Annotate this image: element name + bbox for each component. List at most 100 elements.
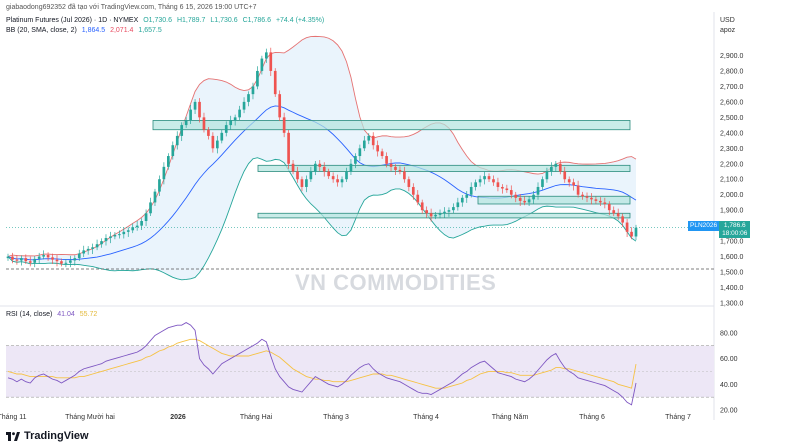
- price-tick-label: 2,600.0: [720, 99, 743, 106]
- candle-body: [282, 117, 286, 133]
- candle-body: [180, 125, 184, 136]
- candle-body: [42, 255, 45, 257]
- close-value: C1,786.6: [242, 17, 271, 24]
- rsi-tick-label: 60.00: [720, 356, 738, 363]
- candle-body: [434, 214, 437, 217]
- candle-body: [233, 117, 237, 121]
- price-tag-symbol: PLN2026: [688, 221, 720, 231]
- open-value: O1,730.6: [143, 17, 173, 24]
- candle-body: [501, 186, 504, 189]
- rsi-ma-line: [7, 338, 637, 389]
- candle-body: [55, 259, 59, 262]
- candle-body: [487, 176, 491, 180]
- candle-body: [362, 140, 366, 149]
- candle-body: [621, 216, 624, 223]
- candle-body: [82, 250, 86, 254]
- candle-body: [634, 227, 638, 237]
- price-tag-value: 1,786.6: [723, 222, 746, 229]
- candle-body: [460, 197, 464, 203]
- candle-body: [158, 179, 161, 192]
- candle-body: [354, 156, 357, 164]
- candle-body: [389, 163, 393, 167]
- price-tick-label: 2,400.0: [720, 130, 743, 137]
- candle-body: [118, 234, 121, 236]
- candle-body: [403, 171, 406, 180]
- currency-label[interactable]: USD apoz: [720, 16, 735, 36]
- candle-body: [153, 191, 157, 203]
- candle-body: [11, 256, 14, 260]
- candle-body: [224, 125, 228, 133]
- candle-body: [367, 135, 371, 141]
- last-price-tag: PLN2026 1,786.6 18:00:06: [688, 221, 751, 238]
- candle-body: [77, 253, 81, 259]
- candle-body: [73, 258, 77, 261]
- change-value: +74.4 (+4.35%): [275, 17, 325, 24]
- bb-basis-value: 1,864.5: [81, 27, 106, 34]
- rsi-tick-label: 20.00: [720, 408, 738, 415]
- candle-body: [162, 166, 166, 180]
- time-axis-label: 2026: [170, 414, 186, 421]
- candle-body: [567, 179, 571, 183]
- candle-body: [483, 176, 486, 180]
- candle-body: [514, 194, 518, 198]
- candle-body: [46, 255, 50, 258]
- candle-body: [469, 186, 473, 195]
- candle-body: [100, 241, 103, 245]
- candle-body: [144, 213, 148, 222]
- time-axis-label: Tháng 4: [413, 414, 439, 421]
- symbol-name[interactable]: Platinum Futures (Jul 2026) · 1D · NYMEX: [6, 17, 139, 24]
- low-value: L1,730.6: [210, 17, 238, 24]
- currency-code: USD: [720, 17, 735, 24]
- candle-body: [126, 230, 130, 232]
- candle-body: [523, 200, 526, 203]
- candle-body: [603, 202, 607, 204]
- rsi-label[interactable]: RSI (14, close): [6, 311, 53, 318]
- candle-body: [345, 171, 348, 180]
- price-tag-countdown: 18:00:06: [722, 230, 748, 237]
- candle-body: [563, 171, 567, 180]
- candle-body: [247, 94, 250, 102]
- price-tick-label: 2,300.0: [720, 146, 743, 153]
- candle-body: [416, 194, 420, 203]
- candle-body: [287, 132, 290, 164]
- candle-body: [296, 171, 299, 180]
- candle-body: [340, 179, 344, 183]
- candle-body: [260, 58, 264, 71]
- candle-body: [211, 135, 215, 149]
- bb-label[interactable]: BB (20, SMA, close, 2): [6, 27, 77, 34]
- candle-body: [69, 260, 72, 263]
- candle-body: [425, 210, 429, 214]
- candle-body: [278, 94, 282, 118]
- price-tick-label: 2,500.0: [720, 115, 743, 122]
- candle-body: [202, 117, 206, 130]
- support-resistance-zone: [257, 212, 631, 219]
- candle-body: [251, 86, 255, 95]
- price-tick-label: 1,400.0: [720, 285, 743, 292]
- candle-body: [630, 231, 633, 237]
- candle-body: [37, 256, 41, 259]
- candle-body: [550, 166, 553, 172]
- candle-body: [554, 163, 558, 167]
- candle-body: [300, 179, 304, 187]
- candle-body: [207, 129, 210, 136]
- candle-body: [242, 101, 246, 110]
- tradingview-brand[interactable]: TradingView: [6, 430, 89, 442]
- price-tag-value-box: 1,786.6 18:00:06: [719, 221, 751, 238]
- candle-body: [505, 188, 509, 191]
- time-axis-label: Tháng Năm: [492, 414, 529, 421]
- candle-body: [140, 221, 143, 226]
- time-axis-label: Tháng Hai: [240, 414, 273, 421]
- candle-body: [109, 236, 112, 239]
- candle-body: [407, 179, 411, 187]
- candle-body: [215, 140, 219, 149]
- candle-body: [149, 202, 152, 214]
- time-axis-label: Tháng 6: [579, 414, 605, 421]
- support-resistance-zone: [152, 120, 631, 131]
- candle-body: [572, 182, 575, 186]
- candle-body: [28, 261, 32, 263]
- candle-body: [104, 238, 108, 242]
- candle-body: [625, 222, 629, 232]
- candle-body: [541, 179, 544, 187]
- price-tick-label: 2,700.0: [720, 84, 743, 91]
